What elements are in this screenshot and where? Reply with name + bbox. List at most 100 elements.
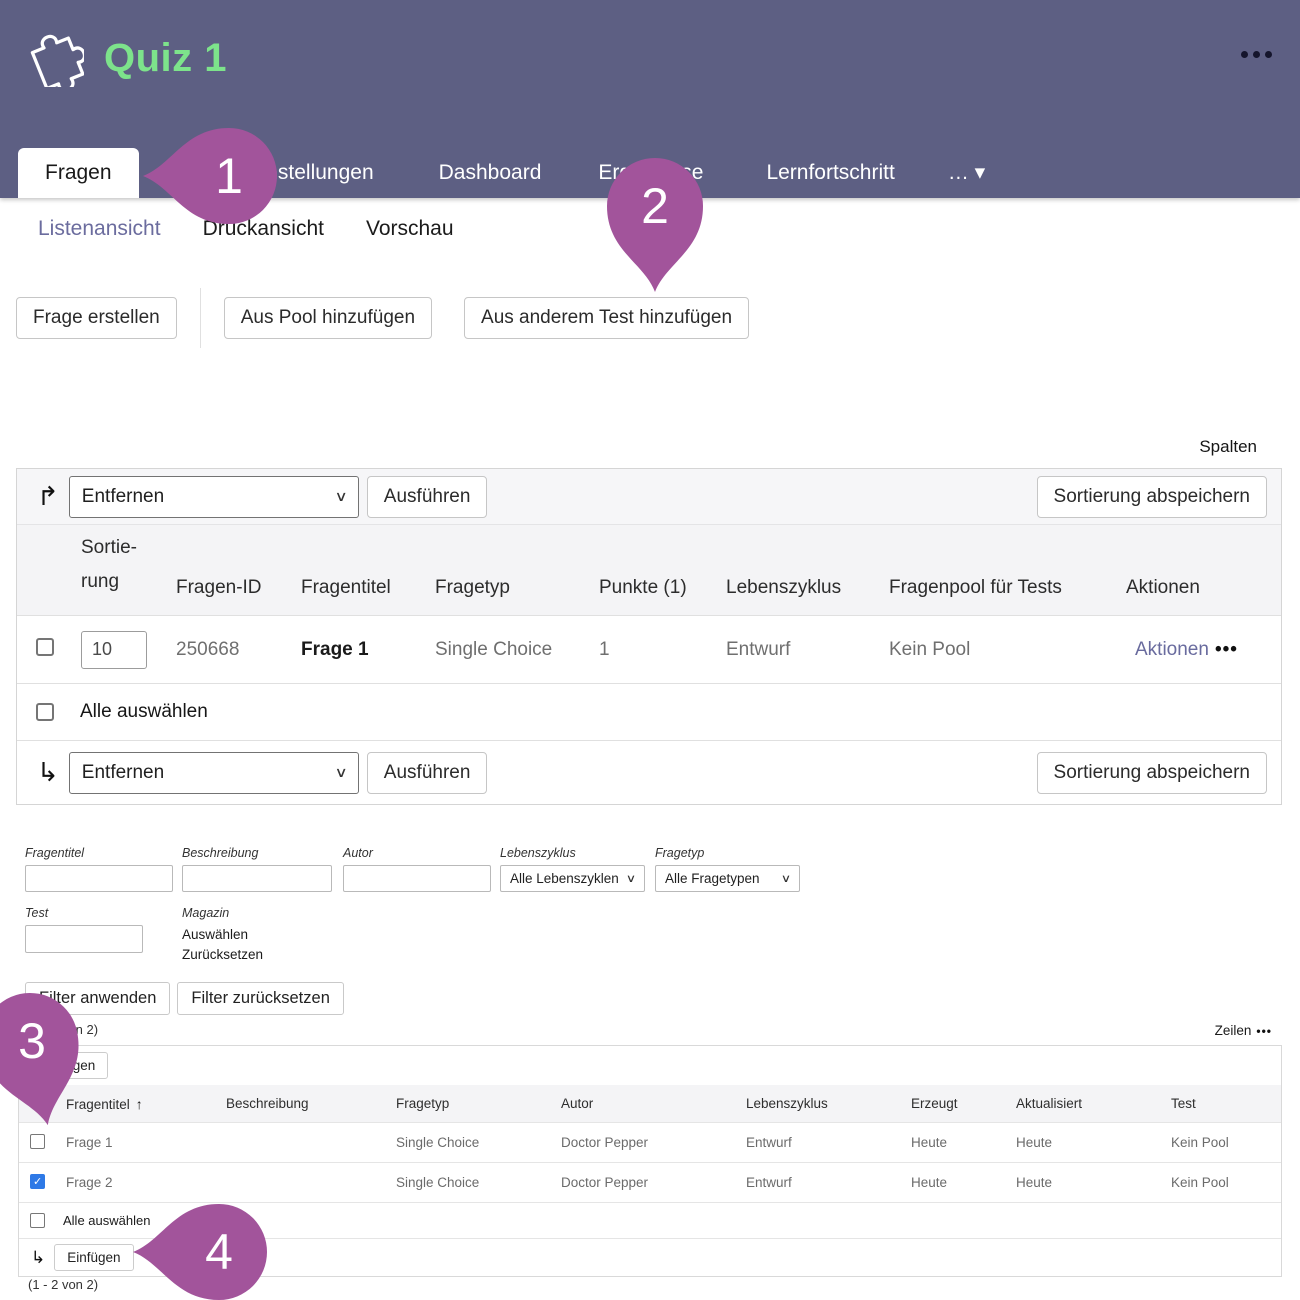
cell-points: 1	[599, 638, 610, 660]
bulk-action-select-bottom[interactable]: Entfernen ∨	[68, 751, 359, 794]
tab-more[interactable]: … ▾	[947, 161, 986, 184]
bulk-action-value: Entfernen	[81, 761, 165, 783]
select-all-label: Alle auswählen	[63, 1213, 151, 1228]
create-question-button[interactable]: Frage erstellen	[16, 297, 177, 339]
col-fragentitel-sort[interactable]: Fragentitel ↑	[66, 1095, 143, 1112]
row-checkbox[interactable]: ✓	[36, 637, 54, 656]
cell-author: Doctor Pepper	[561, 1175, 649, 1190]
row-checkbox[interactable]: ✓	[30, 1173, 45, 1189]
questions-table: ↱ Entfernen ∨ Ausführen Sortierung abspe…	[16, 468, 1282, 805]
apply-below-arrow-icon: ↳	[31, 1247, 46, 1267]
source-row-frage1: ✓ Frage 1 Single Choice Doctor Pepper En…	[19, 1122, 1281, 1162]
magazin-select-link[interactable]: Auswählen	[182, 927, 249, 942]
filter-description-label: Beschreibung	[182, 846, 259, 860]
subtab-vorschau[interactable]: Vorschau	[365, 217, 454, 240]
apply-above-arrow-icon: ↱	[37, 481, 59, 511]
subtab-druckansicht[interactable]: Druckansicht	[202, 217, 324, 240]
cell-created: Heute	[911, 1175, 948, 1190]
tab-dashboard[interactable]: Dashboard	[438, 161, 542, 184]
tab-fragen[interactable]: Fragen	[18, 148, 139, 198]
cell-lifecycle: Entwurf	[746, 1175, 792, 1190]
filter-test-input[interactable]	[25, 925, 143, 953]
toolbar-divider	[199, 288, 201, 348]
select-all-checkbox[interactable]	[36, 703, 54, 721]
filter-lifecycle-value: Alle Lebenszyklen	[510, 871, 619, 886]
sort-asc-icon: ↑	[135, 1095, 143, 1112]
add-from-test-button[interactable]: Aus anderem Test hinzufügen	[464, 297, 750, 339]
filter-type-value: Alle Fragetypen	[665, 871, 760, 886]
cell-question-title: Frage 1	[301, 638, 369, 660]
filter-panel: Fragentitel Beschreibung Autor Lebenszyk…	[25, 846, 1275, 1015]
col-autor: Autor	[561, 1096, 594, 1111]
test-puzzle-icon	[30, 34, 84, 87]
columns-selection-link[interactable]: Spalten	[1199, 437, 1257, 456]
select-all-checkbox[interactable]	[30, 1213, 45, 1228]
tab-ergebnisse[interactable]: Ergebnisse	[598, 161, 704, 184]
cell-updated: Heute	[1016, 1175, 1053, 1190]
subtab-listenansicht[interactable]: Listenansicht	[38, 217, 161, 240]
select-all-row: Alle auswählen	[17, 683, 1281, 740]
filter-title-input[interactable]	[25, 865, 173, 892]
rows-menu-label: Zeilen	[1214, 1023, 1252, 1038]
col-fragentitel: Fragentitel	[301, 577, 391, 598]
sort-order-input[interactable]	[81, 630, 147, 669]
col-aktualisiert: Aktualisiert	[1016, 1096, 1083, 1111]
row-actions-dots-icon[interactable]: •••	[1214, 638, 1238, 660]
filter-magazin-label: Magazin	[182, 906, 230, 920]
tab-bar: Fragen Einstellungen Dashboard Ergebniss…	[18, 148, 985, 198]
tab-einstellungen[interactable]: Einstellungen	[247, 161, 374, 184]
cell-type: Single Choice	[396, 1135, 480, 1150]
cell-title: Frage 1	[66, 1135, 113, 1150]
col-beschreibung: Beschreibung	[226, 1096, 309, 1111]
col-punkte: Punkte (1)	[599, 577, 687, 598]
filter-lifecycle-label: Lebenszyklus	[500, 846, 576, 860]
insert-button-bottom[interactable]: Einfügen	[54, 1244, 134, 1271]
filter-reset-button[interactable]: Filter zurücksetzen	[177, 982, 344, 1015]
chevron-down-icon: ∨	[780, 873, 792, 885]
col-fragetyp: Fragetyp	[396, 1096, 450, 1111]
chevron-down-icon: ∨	[625, 873, 637, 885]
add-from-pool-button[interactable]: Aus Pool hinzufügen	[223, 297, 433, 339]
cell-lifecycle: Entwurf	[726, 638, 791, 660]
cell-created: Heute	[911, 1135, 948, 1150]
rows-menu-link[interactable]: Zeilen •••	[1215, 1023, 1272, 1038]
insert-button-top[interactable]: Einfügen	[29, 1052, 109, 1079]
magazin-reset-link[interactable]: Zurücksetzen	[182, 947, 264, 962]
execute-button-bottom[interactable]: Ausführen	[366, 751, 488, 794]
filter-author-label: Autor	[343, 846, 373, 860]
result-count-bottom: (1 - 2 von 2)	[28, 1277, 99, 1292]
check-icon: ✓	[33, 1175, 43, 1188]
cell-type: Single Choice	[396, 1175, 480, 1190]
cell-updated: Heute	[1016, 1135, 1053, 1150]
filter-title-label: Fragentitel	[25, 846, 85, 860]
chevron-down-icon: ∨	[334, 488, 348, 504]
col-lebenszyklus: Lebenszyklus	[746, 1096, 828, 1111]
bulk-action-select-top[interactable]: Entfernen ∨	[68, 475, 359, 518]
save-sorting-button-top[interactable]: Sortierung abspeichern	[1036, 475, 1267, 518]
filter-lifecycle-select[interactable]: Alle Lebenszyklen ∨	[500, 865, 645, 892]
question-toolbar: Frage erstellen Aus Pool hinzufügen Aus …	[16, 288, 750, 348]
filter-test-label: Test	[25, 906, 49, 920]
cell-lifecycle: Entwurf	[746, 1135, 792, 1150]
filter-author-input[interactable]	[343, 865, 491, 892]
row-checkbox[interactable]: ✓	[30, 1133, 45, 1149]
cell-question-type: Single Choice	[435, 638, 553, 660]
filter-type-label: Fragetyp	[655, 846, 705, 860]
header-actions-menu-icon[interactable]	[1241, 51, 1272, 58]
row-actions-link[interactable]: Aktionen	[1135, 638, 1209, 660]
bulk-action-value: Entfernen	[81, 485, 165, 507]
filter-apply-button[interactable]: Filter anwenden	[25, 982, 171, 1015]
result-count-top: (1 - 2 von 2)	[28, 1022, 99, 1037]
tab-lernfortschritt[interactable]: Lernfortschritt	[766, 161, 895, 184]
col-erzeugt: Erzeugt	[911, 1096, 958, 1111]
questions-table-header: Sortie- rung Fragen-ID Fragentitel Frage…	[17, 525, 1281, 615]
execute-button-top[interactable]: Ausführen	[366, 475, 488, 518]
filter-description-input[interactable]	[182, 865, 332, 892]
col-fragenpool: Fragenpool für Tests	[889, 577, 1062, 598]
save-sorting-button-bottom[interactable]: Sortierung abspeichern	[1036, 751, 1267, 794]
source-select-all-row: Alle auswählen	[19, 1202, 1281, 1238]
question-row: ✓ 250668 Frage 1 Single Choice 1 Entwurf…	[17, 615, 1281, 683]
filter-type-select[interactable]: Alle Fragetypen ∨	[655, 865, 800, 892]
apply-below-arrow-icon: ↳	[37, 757, 59, 787]
cell-test: Kein Pool	[1171, 1135, 1229, 1150]
